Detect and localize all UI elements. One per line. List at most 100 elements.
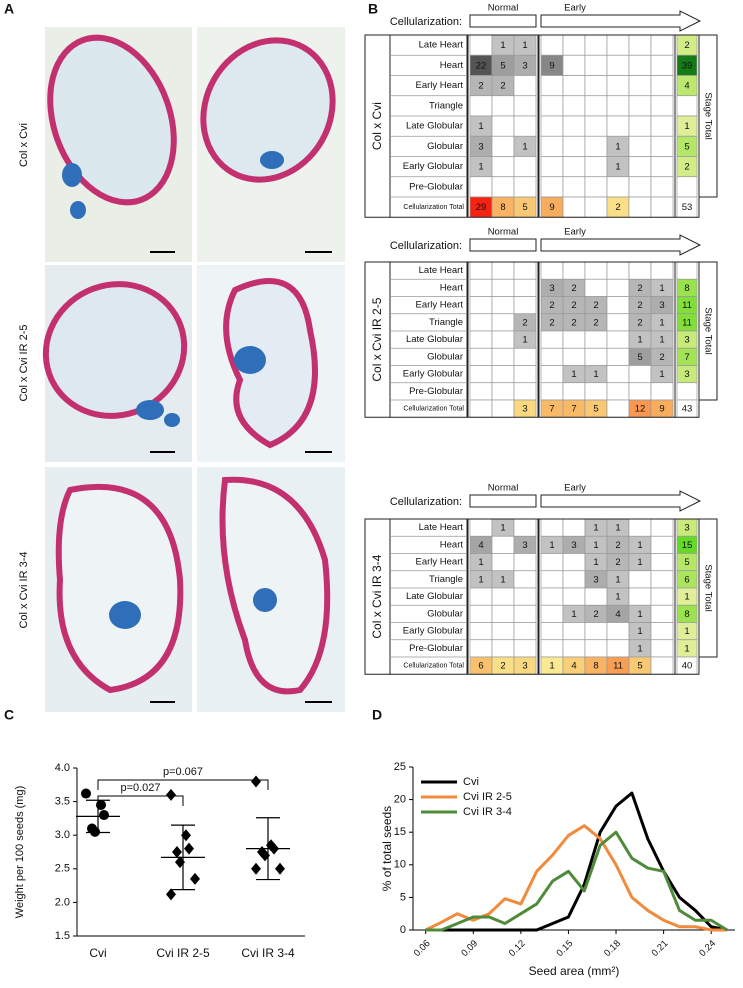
empty-cell — [628, 34, 652, 56]
cell-value: 43 — [682, 404, 693, 415]
empty-cell — [469, 261, 493, 280]
cell-value: 2 — [549, 300, 554, 311]
empty-cell — [606, 382, 630, 401]
empty-cell — [606, 278, 630, 297]
empty-cell — [513, 296, 537, 315]
cell-value: 2 — [615, 540, 620, 551]
empty-cell — [513, 365, 537, 384]
normal-label: Normal — [488, 483, 519, 494]
empty-cell — [469, 278, 493, 297]
cell-value: 5 — [637, 352, 642, 363]
cell-value: 1 — [659, 335, 664, 346]
cell-value: 5 — [522, 202, 527, 213]
empty-cell — [562, 196, 586, 218]
cell-value: 3 — [522, 60, 527, 71]
cell-value: 2 — [522, 317, 527, 328]
empty-cell — [540, 95, 564, 117]
empty-cell — [606, 347, 630, 366]
empty-cell — [513, 553, 537, 572]
cell-value: 4 — [615, 609, 620, 620]
stage-box — [389, 34, 468, 218]
empty-cell — [606, 176, 630, 198]
empty-cell — [513, 604, 537, 623]
empty-cell — [676, 95, 698, 117]
x-tick-label: 0.12 — [507, 938, 528, 959]
cell-value: 1 — [549, 540, 554, 551]
column-total-label: Cellularization Total — [403, 662, 464, 669]
row-label: Col x Cvi IR 3-4 — [18, 551, 30, 628]
stage-label: Early Globular — [403, 161, 463, 172]
cell-value: 2 — [478, 81, 483, 92]
empty-cell — [469, 639, 493, 658]
empty-cell — [676, 261, 698, 280]
point — [166, 888, 176, 901]
error-bar — [171, 824, 195, 891]
cell-value: 2 — [684, 40, 689, 51]
y-tick-label: 3.5 — [55, 796, 70, 808]
cell-value: 3 — [571, 540, 576, 551]
empty-cell — [562, 135, 586, 157]
y-tick-label: 4.0 — [55, 762, 70, 774]
cell-value: 15 — [682, 540, 693, 551]
empty-cell — [584, 54, 608, 76]
empty-cell — [650, 553, 674, 572]
cell-value: 11 — [682, 300, 692, 311]
early-arrow — [540, 490, 702, 512]
normal-frame — [467, 261, 539, 418]
empty-cell — [606, 330, 630, 349]
empty-cell — [540, 622, 564, 641]
empty-cell — [540, 639, 564, 658]
normal-box — [469, 14, 537, 28]
stage-box — [389, 261, 468, 418]
empty-cell — [491, 156, 515, 178]
cell-value: 8 — [593, 661, 598, 672]
cell-value: 2 — [593, 300, 598, 311]
stage-label: Heart — [440, 282, 464, 293]
cell-value: 22 — [476, 60, 487, 71]
point — [172, 846, 182, 858]
empty-cell — [650, 34, 674, 56]
empty-cell — [584, 330, 608, 349]
empty-cell — [562, 261, 586, 280]
normal-label: Normal — [488, 227, 519, 238]
cell-value: 7 — [549, 404, 554, 415]
cellularization-label: Cellularization: — [390, 496, 462, 508]
stage-box — [389, 518, 468, 675]
early-arrow — [540, 10, 702, 32]
empty-cell — [650, 622, 674, 641]
empty-cell — [491, 587, 515, 606]
stage-label: Pre-Globular — [409, 181, 463, 192]
empty-cell — [628, 115, 652, 137]
micrograph — [45, 467, 192, 712]
empty-cell — [513, 115, 537, 137]
y-tick-label: 2.5 — [55, 863, 70, 875]
empty-cell — [491, 176, 515, 198]
x-tick-label: Cvi — [89, 946, 106, 960]
empty-cell — [606, 365, 630, 384]
cell-value: 1 — [615, 162, 620, 173]
empty-cell — [562, 382, 586, 401]
empty-cell — [650, 75, 674, 97]
cell-value: 2 — [571, 317, 576, 328]
empty-cell — [562, 587, 586, 606]
cell-value: 2 — [500, 81, 505, 92]
empty-cell — [584, 135, 608, 157]
stage-label: Triangle — [429, 317, 463, 328]
empty-cell — [491, 261, 515, 280]
empty-cell — [584, 382, 608, 401]
stage-label: Late Globular — [406, 334, 463, 345]
empty-cell — [628, 54, 652, 76]
cell-value: 4 — [478, 540, 483, 551]
cell-value: 5 — [637, 661, 642, 672]
cell-value: 7 — [571, 404, 576, 415]
empty-cell — [650, 639, 674, 658]
early-label: Early — [564, 483, 586, 494]
stage-total-box — [698, 261, 718, 401]
cell-value: 1 — [593, 523, 598, 534]
empty-cell — [606, 296, 630, 315]
cell-value: 8 — [500, 202, 505, 213]
empty-cell — [540, 553, 564, 572]
point — [251, 775, 261, 788]
empty-cell — [584, 278, 608, 297]
cell-value: 1 — [593, 540, 598, 551]
